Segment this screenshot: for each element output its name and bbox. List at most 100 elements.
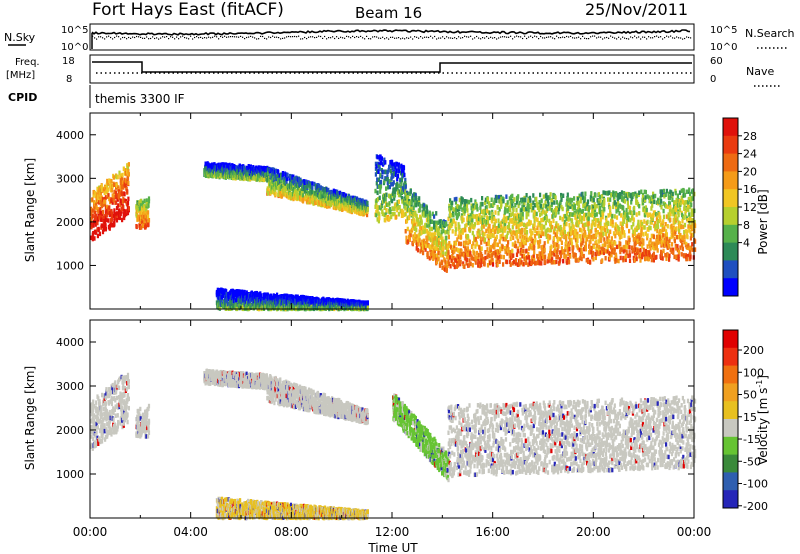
nsearch-point xyxy=(452,37,454,39)
power-cell xyxy=(422,229,425,235)
power-cell xyxy=(492,233,495,238)
power-cell xyxy=(404,229,407,234)
power-cell xyxy=(469,251,472,256)
power-cell xyxy=(126,163,129,168)
power-cell xyxy=(428,227,431,232)
power-cell xyxy=(528,195,532,201)
power-cell xyxy=(431,211,434,217)
power-cell xyxy=(126,169,129,174)
power-cell xyxy=(385,186,388,191)
power-cell xyxy=(446,263,449,268)
power-cell xyxy=(476,234,479,239)
power-cell xyxy=(418,207,421,213)
power-cell xyxy=(454,257,457,263)
nsearch-point xyxy=(258,38,260,40)
power-cell xyxy=(389,163,392,169)
power-cell xyxy=(366,200,369,206)
power-cell xyxy=(543,210,546,215)
power-cell xyxy=(478,233,482,239)
power-cell xyxy=(582,238,585,244)
power-cell xyxy=(426,251,429,256)
nsearch-point xyxy=(100,36,102,38)
power-cell xyxy=(569,254,572,259)
power-cell xyxy=(449,200,453,206)
power-cell xyxy=(565,254,568,259)
power-cell xyxy=(638,211,641,216)
power-cell xyxy=(552,239,555,244)
power-cell xyxy=(651,203,654,208)
power-cell xyxy=(377,218,380,224)
power-cell xyxy=(399,208,402,214)
nsearch-point xyxy=(98,36,100,38)
power-cell xyxy=(638,203,641,209)
power-cell xyxy=(541,248,545,253)
nsearch-point xyxy=(640,38,642,40)
power-cell xyxy=(523,222,526,228)
power-cell xyxy=(450,212,453,218)
power-cell xyxy=(124,168,127,173)
power-cell xyxy=(429,252,432,258)
power-cell xyxy=(393,162,396,167)
power-cell xyxy=(425,205,428,210)
nsearch-point xyxy=(358,36,360,38)
power-cell xyxy=(95,216,99,221)
power-cell xyxy=(444,240,447,245)
nsearch-label: N.Search xyxy=(745,27,795,40)
power-cell xyxy=(341,206,344,212)
power-cell xyxy=(104,199,107,204)
nsearch-point xyxy=(406,37,408,39)
nsearch-point xyxy=(486,36,488,38)
nsearch-point xyxy=(194,36,196,39)
nsearch-point xyxy=(648,36,650,38)
power-cell xyxy=(398,168,401,173)
power-cell xyxy=(110,223,113,228)
power-cell xyxy=(415,195,418,201)
power-cell xyxy=(415,214,418,219)
power-cell xyxy=(474,214,477,219)
nsearch-point xyxy=(382,36,384,38)
power-cell xyxy=(379,160,383,166)
power-cell xyxy=(392,166,395,171)
power-cell xyxy=(204,169,207,174)
power-cell xyxy=(510,254,513,259)
power-cell xyxy=(440,233,443,239)
power-cell xyxy=(652,234,655,240)
power-cell xyxy=(496,229,500,234)
power-cell xyxy=(416,247,420,253)
power-cell xyxy=(549,204,552,210)
power-cell xyxy=(444,267,447,272)
power-cell xyxy=(300,196,303,202)
power-cell xyxy=(91,236,94,242)
nsearch-point xyxy=(490,36,492,38)
power-cell xyxy=(434,254,437,260)
power-cell xyxy=(533,211,537,216)
nsearch-point xyxy=(404,38,406,40)
power-cell xyxy=(460,241,463,247)
nsearch-point xyxy=(110,36,112,39)
nsearch-point xyxy=(160,37,162,39)
power-cell xyxy=(502,236,505,242)
nsearch-point xyxy=(686,36,688,38)
power-cell xyxy=(114,195,117,200)
nsky-label: N.Sky xyxy=(4,31,36,44)
power-cell xyxy=(95,213,98,219)
nsearch-point xyxy=(662,38,664,40)
power-cell xyxy=(493,216,496,221)
power-cell xyxy=(314,191,317,196)
power-cell xyxy=(318,183,321,188)
power-cell xyxy=(489,253,492,259)
power-cell xyxy=(482,232,485,238)
power-cell xyxy=(515,243,518,249)
power-cell xyxy=(123,177,126,183)
power-cell xyxy=(643,225,646,230)
power-cell xyxy=(551,257,554,262)
power-cell xyxy=(342,197,345,202)
nsearch-point xyxy=(210,37,212,39)
power-cell xyxy=(476,220,479,226)
power-cell xyxy=(539,204,542,209)
nsearch-point xyxy=(150,37,152,40)
power-cell xyxy=(501,244,504,249)
power-cell xyxy=(606,228,609,234)
power-cell xyxy=(313,181,316,187)
